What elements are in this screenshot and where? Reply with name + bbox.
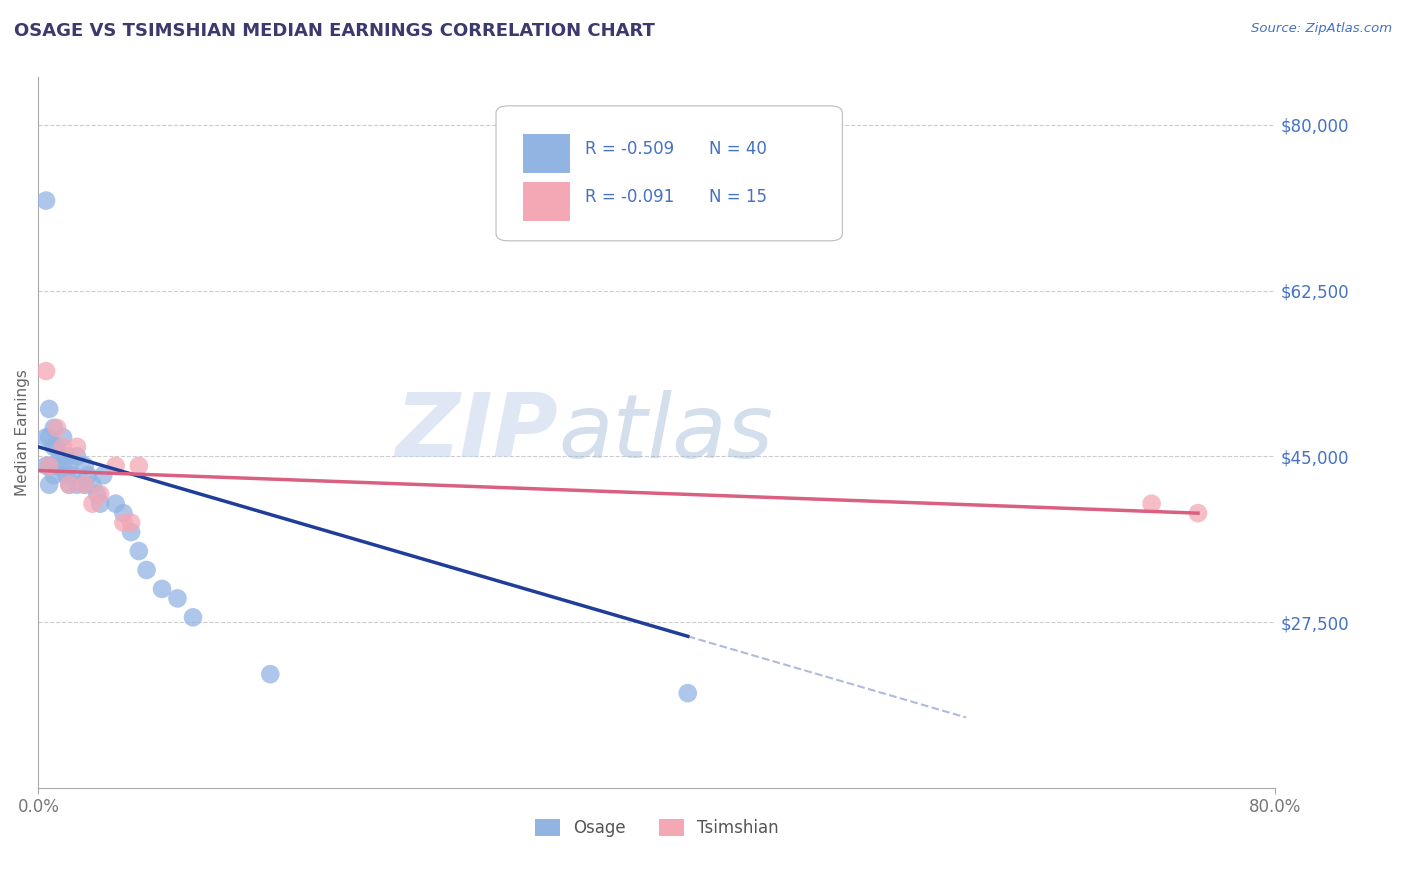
Point xyxy=(73,477,96,491)
Point xyxy=(104,497,127,511)
Point xyxy=(112,516,135,530)
Text: ZIP: ZIP xyxy=(395,389,558,476)
Point xyxy=(42,468,65,483)
Point xyxy=(82,477,104,491)
Text: N = 40: N = 40 xyxy=(709,140,766,158)
Point xyxy=(73,477,96,491)
Point xyxy=(58,458,80,473)
Point xyxy=(42,458,65,473)
FancyBboxPatch shape xyxy=(496,106,842,241)
Text: OSAGE VS TSIMSHIAN MEDIAN EARNINGS CORRELATION CHART: OSAGE VS TSIMSHIAN MEDIAN EARNINGS CORRE… xyxy=(14,22,655,40)
Y-axis label: Median Earnings: Median Earnings xyxy=(15,369,30,496)
Point xyxy=(38,430,60,444)
Text: atlas: atlas xyxy=(558,390,773,475)
Point xyxy=(35,364,58,378)
Point xyxy=(181,610,204,624)
Point xyxy=(66,440,89,454)
Point xyxy=(35,194,58,208)
Point xyxy=(120,525,142,540)
Point xyxy=(60,468,83,483)
Text: N = 15: N = 15 xyxy=(709,187,766,205)
Point xyxy=(1140,497,1163,511)
Point xyxy=(676,686,699,700)
Point xyxy=(38,477,60,491)
Point xyxy=(1187,506,1209,520)
Point xyxy=(55,468,77,483)
Point xyxy=(45,458,67,473)
Point xyxy=(35,458,58,473)
Point xyxy=(38,401,60,416)
Point xyxy=(166,591,188,606)
Point xyxy=(120,516,142,530)
Text: Source: ZipAtlas.com: Source: ZipAtlas.com xyxy=(1251,22,1392,36)
Point xyxy=(45,440,67,454)
Point xyxy=(259,667,281,681)
Point xyxy=(42,440,65,454)
Point xyxy=(112,506,135,520)
Point xyxy=(55,450,77,464)
Point xyxy=(38,458,60,473)
Point xyxy=(58,477,80,491)
Legend: Osage, Tsimshian: Osage, Tsimshian xyxy=(529,812,786,844)
Text: R = -0.509: R = -0.509 xyxy=(585,140,675,158)
Point xyxy=(150,582,173,596)
Point xyxy=(104,458,127,473)
Point xyxy=(128,458,150,473)
Point xyxy=(52,458,75,473)
Point xyxy=(76,468,98,483)
Point xyxy=(49,450,72,464)
Point xyxy=(52,430,75,444)
Text: R = -0.091: R = -0.091 xyxy=(585,187,675,205)
Point xyxy=(35,430,58,444)
Point xyxy=(66,477,89,491)
Point xyxy=(89,497,111,511)
Point xyxy=(52,440,75,454)
Point xyxy=(86,487,108,501)
Point xyxy=(58,477,80,491)
Point xyxy=(89,487,111,501)
Point xyxy=(73,458,96,473)
Point xyxy=(91,468,114,483)
Point xyxy=(128,544,150,558)
Point xyxy=(135,563,157,577)
Point xyxy=(38,458,60,473)
Point xyxy=(45,421,67,435)
Point xyxy=(82,497,104,511)
Point xyxy=(42,421,65,435)
Point xyxy=(66,450,89,464)
FancyBboxPatch shape xyxy=(523,182,571,221)
FancyBboxPatch shape xyxy=(523,135,571,173)
